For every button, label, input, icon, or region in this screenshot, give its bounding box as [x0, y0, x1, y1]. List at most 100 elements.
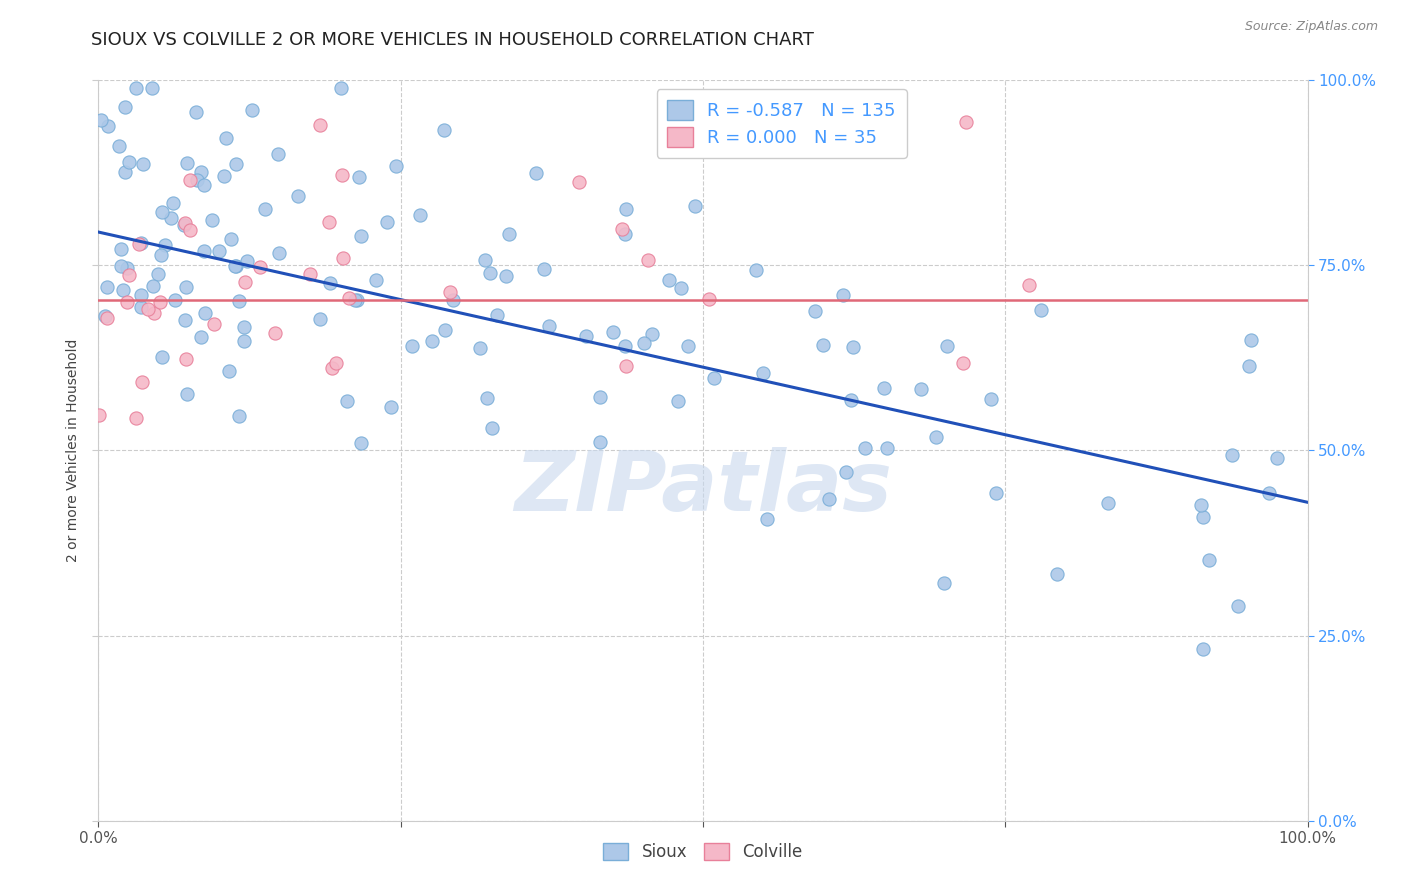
Point	[498, 227, 520, 241]
Point	[125, 80, 148, 95]
Point	[114, 100, 136, 114]
Point	[744, 263, 766, 277]
Point	[194, 306, 217, 320]
Point	[208, 244, 231, 258]
Point	[1018, 278, 1040, 293]
Point	[1226, 599, 1249, 614]
Point	[141, 80, 163, 95]
Point	[235, 275, 257, 289]
Point	[702, 371, 724, 385]
Point	[325, 356, 347, 370]
Point	[298, 267, 321, 281]
Point	[468, 341, 491, 355]
Point	[264, 326, 287, 340]
Point	[876, 441, 898, 455]
Point	[174, 351, 197, 366]
Point	[318, 215, 340, 229]
Point	[1189, 499, 1212, 513]
Point	[225, 259, 247, 273]
Point	[676, 339, 699, 353]
Point	[129, 288, 152, 302]
Point	[160, 211, 183, 225]
Point	[697, 292, 720, 306]
Point	[212, 169, 235, 183]
Point	[190, 329, 212, 343]
Legend: Sioux, Colville: Sioux, Colville	[596, 837, 810, 868]
Point	[236, 253, 259, 268]
Point	[112, 283, 135, 297]
Point	[162, 195, 184, 210]
Point	[932, 575, 955, 590]
Point	[329, 80, 352, 95]
Point	[637, 252, 659, 267]
Point	[479, 266, 502, 280]
Point	[495, 269, 517, 284]
Point	[89, 408, 111, 422]
Point	[685, 199, 707, 213]
Point	[602, 325, 624, 339]
Point	[115, 294, 138, 309]
Point	[1258, 485, 1281, 500]
Point	[752, 366, 775, 380]
Point	[176, 387, 198, 401]
Point	[344, 293, 367, 308]
Point	[350, 228, 373, 243]
Point	[201, 212, 224, 227]
Point	[347, 169, 370, 184]
Point	[321, 360, 343, 375]
Point	[613, 339, 636, 353]
Point	[658, 273, 681, 287]
Point	[1191, 641, 1213, 656]
Point	[174, 280, 197, 294]
Point	[839, 392, 862, 407]
Point	[225, 157, 247, 171]
Point	[1192, 510, 1215, 524]
Point	[538, 318, 561, 333]
Point	[486, 308, 509, 322]
Point	[114, 165, 136, 179]
Point	[242, 103, 264, 117]
Point	[94, 309, 117, 323]
Point	[813, 337, 835, 351]
Point	[434, 323, 457, 337]
Point	[873, 381, 896, 395]
Point	[267, 245, 290, 260]
Point	[233, 319, 256, 334]
Point	[952, 356, 974, 370]
Point	[533, 261, 555, 276]
Point	[186, 105, 208, 120]
Point	[842, 340, 865, 354]
Point	[174, 216, 197, 230]
Point	[253, 202, 276, 216]
Point	[118, 154, 141, 169]
Point	[1198, 552, 1220, 566]
Point	[153, 237, 176, 252]
Point	[614, 227, 637, 241]
Point	[925, 429, 948, 443]
Point	[420, 334, 443, 349]
Point	[309, 118, 332, 132]
Point	[1265, 450, 1288, 465]
Point	[219, 232, 242, 246]
Point	[142, 278, 165, 293]
Point	[375, 215, 398, 229]
Point	[474, 253, 496, 268]
Point	[589, 390, 612, 404]
Point	[97, 120, 120, 134]
Point	[481, 421, 503, 435]
Point	[336, 393, 359, 408]
Point	[980, 392, 1002, 407]
Point	[125, 411, 148, 425]
Point	[575, 329, 598, 343]
Point	[148, 294, 170, 309]
Point	[835, 465, 858, 479]
Point	[218, 364, 240, 378]
Point	[610, 222, 633, 236]
Point	[173, 219, 195, 233]
Point	[215, 131, 238, 145]
Point	[330, 169, 353, 183]
Point	[128, 236, 150, 251]
Point	[228, 409, 250, 423]
Point	[803, 304, 825, 318]
Point	[936, 339, 959, 353]
